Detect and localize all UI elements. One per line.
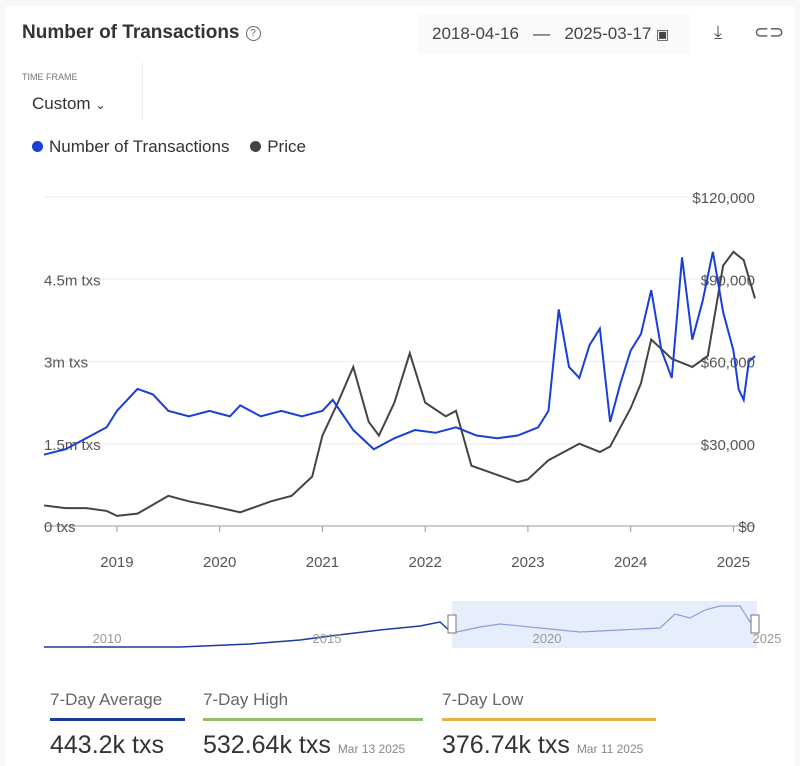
navigator-handle [750, 614, 760, 634]
timeframe-dropdown[interactable]: Custom ⌄ [32, 94, 105, 114]
start-date: 2018-04-16 [432, 24, 519, 43]
navigator-selected-line [451, 605, 758, 634]
navigator-handle [447, 614, 457, 634]
x-tick-label: 2019 [100, 554, 133, 571]
end-date: 2025-03-17 [564, 24, 652, 43]
navigator-year-label: 2010 [93, 631, 122, 646]
stat-date: Mar 13 2025 [337, 742, 406, 756]
stat-date: Mar 11 2025 [576, 742, 644, 756]
date-separator: — [533, 24, 551, 43]
x-tick-label: 2024 [614, 554, 647, 571]
help-icon[interactable]: ? [245, 26, 261, 41]
right-tick-label: $90,000 [701, 272, 755, 289]
legend: Number of Transactions Price [32, 137, 306, 157]
date-range-picker[interactable]: 2018-04-16 — 2025-03-17 ▣ [418, 14, 690, 54]
download-icon[interactable]: ⤓ [714, 22, 722, 42]
stat-bar [203, 718, 423, 721]
page-title: Number of Transactions? [22, 22, 261, 44]
legend-label: Price [267, 137, 306, 156]
legend-item-transactions[interactable]: Number of Transactions [32, 137, 229, 156]
stat-label: 7-Day Average [50, 690, 163, 709]
x-tick-label: 2023 [511, 554, 544, 571]
navigator-year-label: 2020 [533, 631, 562, 646]
chevron-down-icon: ⌄ [95, 98, 106, 112]
stat-bar [442, 718, 656, 721]
calendar-icon[interactable]: ▣ [656, 26, 670, 42]
right-tick-label: $30,000 [701, 437, 755, 454]
timeframe-value: Custom [32, 94, 91, 113]
navigator-year-label: 2015 [313, 631, 342, 646]
stat-value: 443.2k txs [50, 731, 164, 759]
dot-icon [250, 141, 262, 152]
dot-icon [32, 141, 43, 152]
navigator-history-line [44, 621, 453, 648]
timeframe-selector[interactable] [10, 62, 143, 120]
right-tick-label: $120,000 [692, 190, 755, 207]
x-tick-label: 2020 [203, 554, 236, 571]
left-tick-label: 4.5m txs [44, 272, 101, 289]
link-icon[interactable]: ⊂⊃ [754, 22, 785, 42]
stat-low: 7-Day Low 376.74k txs Mar 11 2025 [442, 690, 656, 760]
left-tick-label: 3m txs [44, 355, 88, 372]
timeframe-label: TIME FRAME [22, 72, 78, 82]
price-line [43, 250, 756, 517]
left-tick-label: 0 txs [44, 519, 76, 536]
right-tick-label: $60,000 [701, 355, 755, 372]
stat-label: 7-Day High [203, 690, 289, 709]
stat-value: 532.64k txs [203, 731, 331, 759]
x-tick-label: 2022 [408, 554, 441, 571]
right-tick-label: $0 [738, 519, 755, 536]
x-tick-label: 2021 [306, 554, 339, 571]
stat-value: 376.74k txs [442, 731, 570, 759]
legend-item-price[interactable]: Price [250, 137, 306, 156]
x-tick-label: 2025 [717, 554, 750, 571]
navigator-year-label: 2025 [753, 631, 782, 646]
legend-label: Number of Transactions [49, 137, 230, 156]
stat-average: 7-Day Average 443.2k txs [50, 690, 185, 760]
transactions-line [43, 251, 756, 456]
stat-label: 7-Day Low [442, 690, 524, 709]
stat-bar [50, 718, 185, 721]
stat-high: 7-Day High 532.64k txs Mar 13 2025 [203, 690, 423, 760]
